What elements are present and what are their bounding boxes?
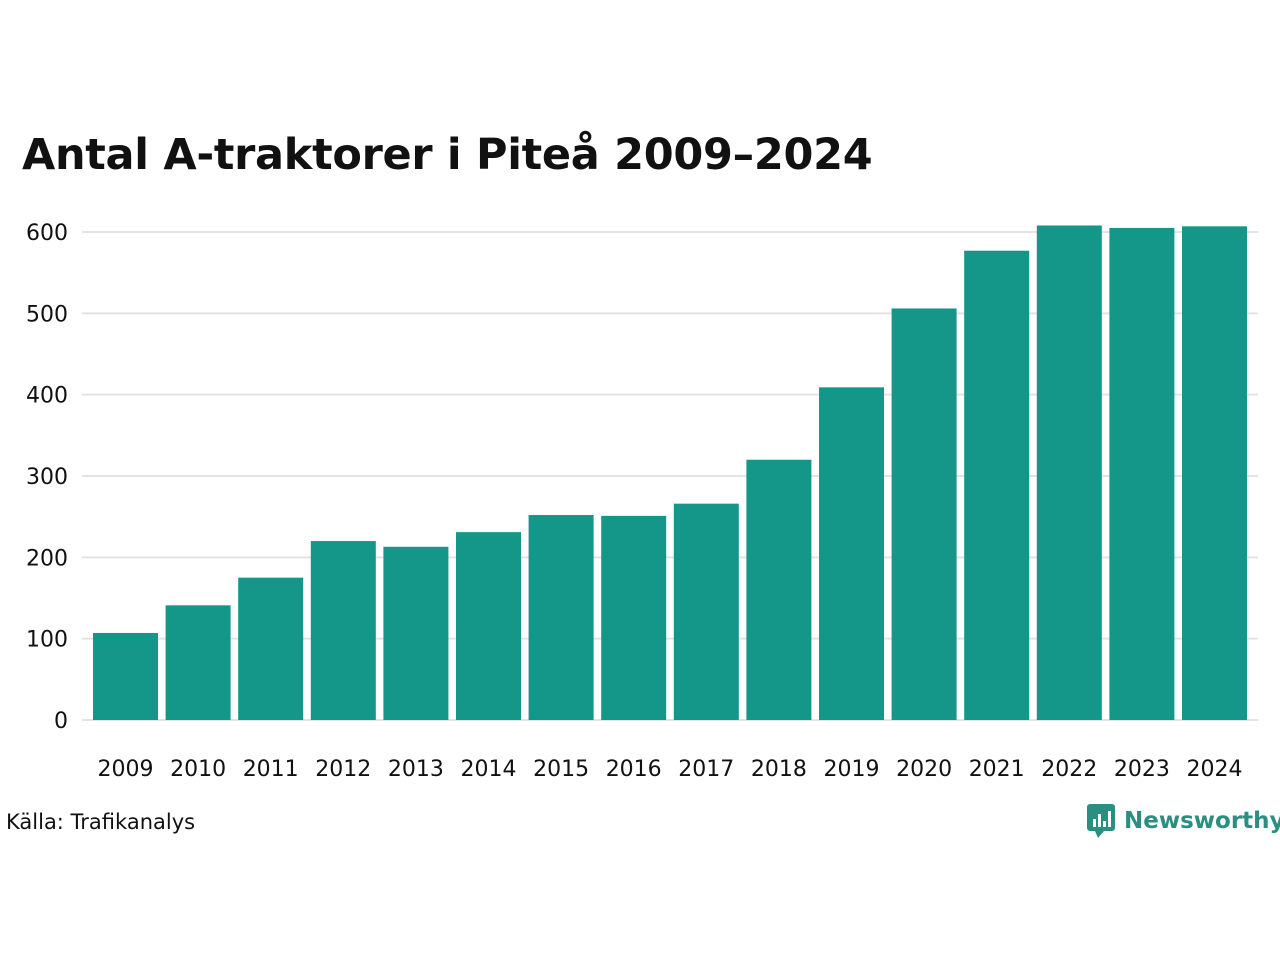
bar-2018 [746,459,812,720]
bar-chart: 0 100 200 300 400 500 600 2009 2010 2011 2012 2013… [26,221,1258,782]
bar-2010 [165,605,231,720]
y-axis-ticks: 0 100 200 300 400 500 600 [26,221,68,734]
brand-logo: Newsworthy [1086,803,1280,839]
x-tick-label: 2017 [678,757,734,782]
y-tick-label: 200 [26,546,68,571]
chart-logo-icon [1087,804,1115,838]
chart-title: Antal A-traktorer i Piteå 2009–2024 [22,130,873,180]
bar-2015 [528,515,594,720]
bar-2013 [383,546,449,720]
source-note: Källa: Trafikanalys [6,810,196,834]
x-tick-label: 2011 [243,757,299,782]
x-tick-label: 2021 [969,757,1025,782]
bar-2009 [93,632,158,720]
bar-2011 [238,577,304,720]
y-tick-label: 0 [54,709,68,734]
bar-2023 [1109,227,1175,720]
bar-2024 [1182,226,1247,720]
y-tick-label: 600 [26,221,68,246]
y-tick-label: 100 [26,628,68,653]
x-tick-label: 2014 [461,757,517,782]
y-tick-label: 500 [26,302,68,327]
x-tick-label: 2022 [1041,757,1097,782]
x-tick-label: 2018 [751,757,807,782]
y-tick-label: 300 [26,465,68,490]
bars [93,225,1247,720]
x-tick-label: 2015 [533,757,589,782]
x-tick-label: 2010 [170,757,226,782]
bar-2020 [891,308,957,720]
bar-2021 [964,250,1030,720]
brand-name: Newsworthy [1124,808,1280,834]
x-tick-label: 2012 [315,757,371,782]
x-tick-label: 2023 [1114,757,1170,782]
bar-2016 [601,515,667,720]
bar-2012 [310,541,376,720]
bar-2017 [673,503,739,720]
x-tick-label: 2013 [388,757,444,782]
bar-2019 [819,387,884,720]
bar-2022 [1036,225,1102,720]
bar-2014 [456,532,521,720]
x-axis-ticks: 2009 2010 2011 2012 2013 2014 2015 2016 2017 2018… [98,757,1243,782]
x-tick-label: 2019 [824,757,880,782]
x-tick-label: 2009 [98,757,154,782]
x-tick-label: 2020 [896,757,952,782]
y-tick-label: 400 [26,384,68,409]
x-tick-label: 2016 [606,757,662,782]
x-tick-label: 2024 [1187,757,1243,782]
